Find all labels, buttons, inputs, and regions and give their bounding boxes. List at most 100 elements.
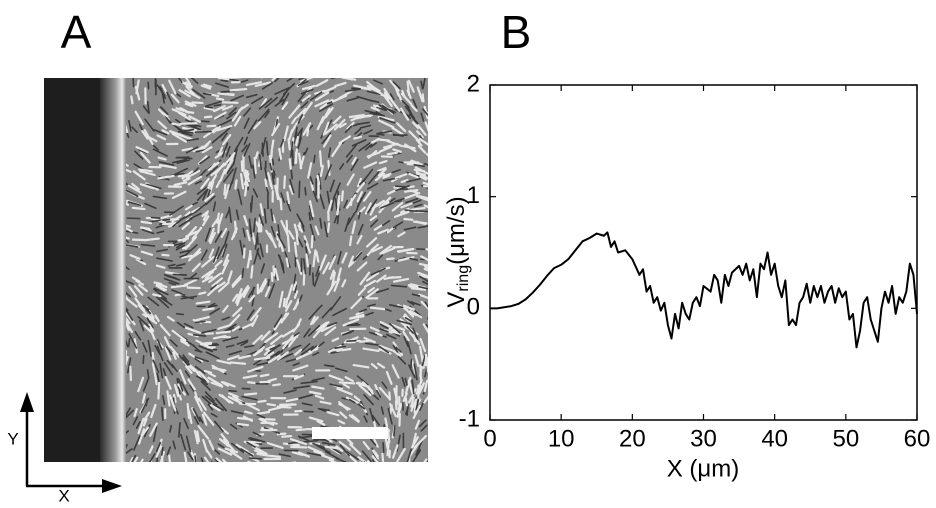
- cell: [400, 178, 409, 184]
- cell: [139, 151, 151, 164]
- cell: [243, 107, 252, 117]
- cell: [203, 456, 210, 462]
- cell: [267, 278, 270, 287]
- cell: [336, 387, 353, 396]
- cell: [163, 336, 171, 348]
- cell: [326, 321, 338, 327]
- cell: [186, 138, 200, 142]
- cell: [359, 124, 372, 129]
- cell: [303, 328, 311, 338]
- cell: [312, 272, 315, 286]
- cell: [346, 154, 353, 164]
- cell: [258, 97, 273, 110]
- cell: [378, 344, 394, 352]
- cell: [329, 269, 335, 280]
- cell: [308, 200, 315, 218]
- cell: [310, 91, 323, 101]
- cell: [403, 188, 419, 193]
- cell: [318, 173, 322, 190]
- cell: [416, 123, 427, 136]
- cell: [313, 272, 321, 287]
- cell: [374, 331, 383, 337]
- cell: [369, 142, 377, 148]
- cell: [154, 373, 158, 386]
- cell: [369, 407, 375, 422]
- cell: [402, 331, 410, 342]
- cell: [260, 78, 263, 79]
- cell: [152, 293, 162, 298]
- cell: [150, 216, 161, 219]
- cell: [354, 128, 362, 135]
- cell: [322, 261, 331, 275]
- cell: [406, 89, 412, 99]
- cell: [274, 465, 289, 469]
- cell: [169, 338, 178, 347]
- cell: [410, 398, 418, 412]
- cell: [141, 393, 147, 404]
- cell: [238, 354, 252, 360]
- cell: [422, 280, 428, 286]
- cell: [298, 152, 303, 170]
- cell: [202, 185, 210, 201]
- cell: [424, 121, 428, 132]
- cell: [419, 337, 427, 353]
- cell: [395, 346, 402, 353]
- cell: [323, 221, 329, 238]
- cell: [162, 395, 166, 405]
- cell: [417, 466, 423, 477]
- cell: [391, 364, 400, 379]
- cell: [154, 344, 161, 355]
- cell: [327, 119, 333, 128]
- cell: [283, 125, 289, 142]
- cell: [220, 381, 229, 387]
- cell: [362, 441, 371, 450]
- cell: [200, 457, 204, 462]
- cell: [201, 210, 209, 218]
- x-tick-label: 0: [483, 425, 496, 452]
- cell: [254, 81, 272, 88]
- cell: [183, 451, 188, 462]
- cell: [358, 176, 368, 186]
- cell: [341, 279, 347, 288]
- cell: [286, 191, 291, 205]
- cell: [412, 327, 419, 340]
- cell: [213, 103, 222, 107]
- cell: [411, 121, 420, 130]
- cell: [292, 323, 301, 333]
- cell: [300, 100, 309, 109]
- cell: [300, 345, 314, 356]
- cell: [314, 99, 330, 108]
- cell: [393, 210, 410, 218]
- cell: [184, 100, 197, 107]
- cell: [193, 416, 199, 425]
- cell: [181, 244, 191, 250]
- cell: [211, 277, 223, 288]
- cell: [301, 402, 313, 407]
- cell: [385, 370, 393, 385]
- cell: [275, 350, 283, 357]
- cell: [157, 381, 161, 400]
- cell: [160, 446, 164, 456]
- cell: [201, 275, 214, 283]
- y-tick-label: -1: [459, 405, 480, 432]
- cell: [403, 226, 417, 231]
- cell: [397, 256, 415, 262]
- cell: [369, 215, 378, 222]
- cell: [341, 78, 354, 81]
- cell: [224, 184, 230, 200]
- cell: [247, 437, 256, 441]
- cell: [246, 229, 251, 242]
- cell: [302, 101, 313, 115]
- cell: [205, 351, 220, 360]
- cell: [275, 119, 279, 129]
- cell: [412, 220, 428, 225]
- cell: [319, 164, 325, 178]
- cell: [162, 218, 171, 221]
- cell: [430, 179, 439, 183]
- cell: [134, 150, 144, 160]
- cell: [192, 88, 206, 99]
- cell: [129, 365, 132, 382]
- cell: [186, 402, 191, 419]
- cell: [366, 84, 383, 95]
- cell: [302, 269, 306, 286]
